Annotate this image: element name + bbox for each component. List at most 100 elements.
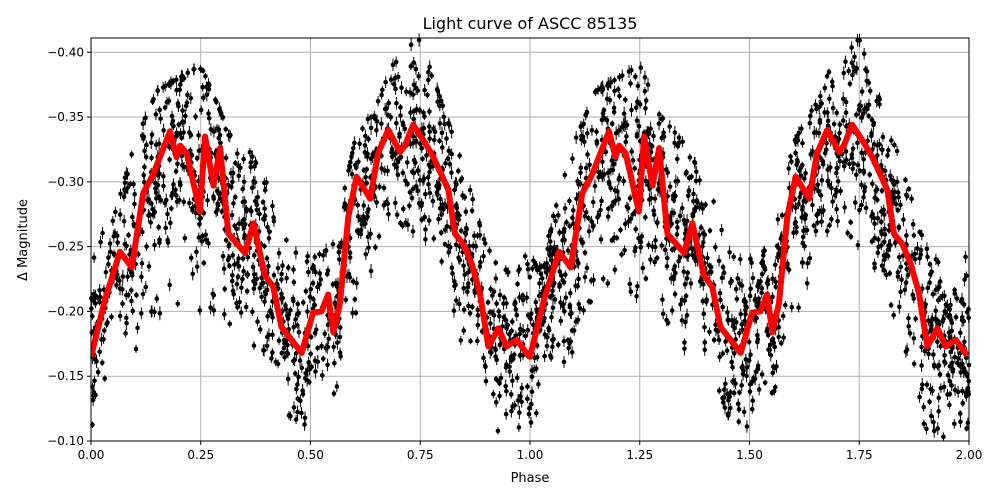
observation-point bbox=[566, 248, 571, 253]
observation-point bbox=[457, 153, 462, 158]
observation-point bbox=[805, 281, 810, 286]
observation-point bbox=[919, 363, 924, 368]
observation-point bbox=[488, 321, 493, 326]
observation-point bbox=[193, 114, 198, 119]
observation-point bbox=[812, 223, 817, 228]
observation-point bbox=[338, 354, 343, 359]
observation-point bbox=[227, 264, 232, 269]
observation-point bbox=[562, 339, 567, 344]
observation-point bbox=[267, 229, 272, 234]
observation-point bbox=[112, 251, 117, 256]
observation-point bbox=[470, 305, 475, 310]
observation-point bbox=[851, 161, 856, 166]
observation-point bbox=[617, 75, 622, 80]
observation-point bbox=[315, 359, 320, 364]
observation-point bbox=[195, 264, 200, 269]
observation-point bbox=[841, 118, 846, 123]
observation-point bbox=[703, 202, 708, 207]
observation-point bbox=[203, 232, 208, 237]
observation-point bbox=[701, 282, 706, 287]
observation-point bbox=[835, 111, 840, 116]
observation-point bbox=[410, 196, 415, 201]
observation-point bbox=[476, 313, 481, 318]
observation-point bbox=[354, 165, 359, 170]
observation-point bbox=[786, 166, 791, 171]
observation-point bbox=[763, 380, 768, 385]
observation-point bbox=[100, 231, 105, 236]
observation-point bbox=[846, 69, 851, 74]
observation-point bbox=[906, 273, 911, 278]
observation-point bbox=[143, 285, 148, 290]
observation-point bbox=[814, 107, 819, 112]
observation-point bbox=[743, 357, 748, 362]
observation-point bbox=[854, 112, 859, 117]
observation-point bbox=[298, 358, 303, 363]
observation-point bbox=[396, 173, 401, 178]
observation-point bbox=[503, 384, 508, 389]
observation-point bbox=[230, 179, 235, 184]
observation-point bbox=[525, 397, 530, 402]
observation-point bbox=[195, 156, 200, 161]
observation-point bbox=[397, 134, 402, 139]
observation-point bbox=[646, 243, 651, 248]
observation-point bbox=[808, 256, 813, 261]
observation-point bbox=[271, 215, 276, 220]
observation-point bbox=[718, 298, 723, 303]
observation-point bbox=[207, 116, 212, 121]
observation-point bbox=[218, 196, 223, 201]
observation-point bbox=[567, 199, 572, 204]
observation-point bbox=[357, 141, 362, 146]
observation-point bbox=[726, 398, 731, 403]
observation-point bbox=[493, 260, 498, 265]
observation-point bbox=[502, 295, 507, 300]
observation-point bbox=[425, 93, 430, 98]
observation-point bbox=[670, 308, 675, 313]
observation-point bbox=[269, 356, 274, 361]
observation-point bbox=[644, 276, 649, 281]
observation-point bbox=[308, 352, 313, 357]
observation-point bbox=[861, 195, 866, 200]
observation-point bbox=[917, 230, 922, 235]
observation-point bbox=[240, 277, 245, 282]
observation-point bbox=[226, 133, 231, 138]
observation-point bbox=[471, 244, 476, 249]
observation-point bbox=[221, 254, 226, 259]
observation-point bbox=[487, 248, 492, 253]
observation-point bbox=[830, 79, 835, 84]
observation-point bbox=[864, 107, 869, 112]
observation-point bbox=[631, 158, 636, 163]
observation-point bbox=[702, 340, 707, 345]
observation-point bbox=[286, 377, 291, 382]
observation-point bbox=[584, 166, 589, 171]
observation-point bbox=[897, 226, 902, 231]
observation-point bbox=[550, 288, 555, 293]
observation-point bbox=[712, 338, 717, 343]
observation-point bbox=[411, 187, 416, 192]
observation-point bbox=[185, 93, 190, 98]
observation-point bbox=[686, 193, 691, 198]
observation-point bbox=[660, 297, 665, 302]
observation-point bbox=[553, 219, 558, 224]
observation-point bbox=[374, 200, 379, 205]
observation-point bbox=[771, 341, 776, 346]
observation-point bbox=[682, 340, 687, 345]
observation-point bbox=[750, 407, 755, 412]
observation-point bbox=[905, 267, 910, 272]
observation-point bbox=[350, 151, 355, 156]
observation-point bbox=[948, 313, 953, 318]
observation-point bbox=[936, 298, 941, 303]
observation-point bbox=[513, 300, 518, 305]
observation-point bbox=[739, 383, 744, 388]
observation-point bbox=[253, 180, 258, 185]
observation-point bbox=[390, 154, 395, 159]
observation-point bbox=[857, 108, 862, 113]
observation-point bbox=[643, 106, 648, 111]
observation-point bbox=[174, 169, 179, 174]
observation-point bbox=[231, 289, 236, 294]
observation-point bbox=[691, 199, 696, 204]
observation-point bbox=[389, 77, 394, 82]
observation-point bbox=[198, 216, 203, 221]
observation-point bbox=[635, 284, 640, 289]
observation-point bbox=[607, 180, 612, 185]
observation-point bbox=[542, 354, 547, 359]
